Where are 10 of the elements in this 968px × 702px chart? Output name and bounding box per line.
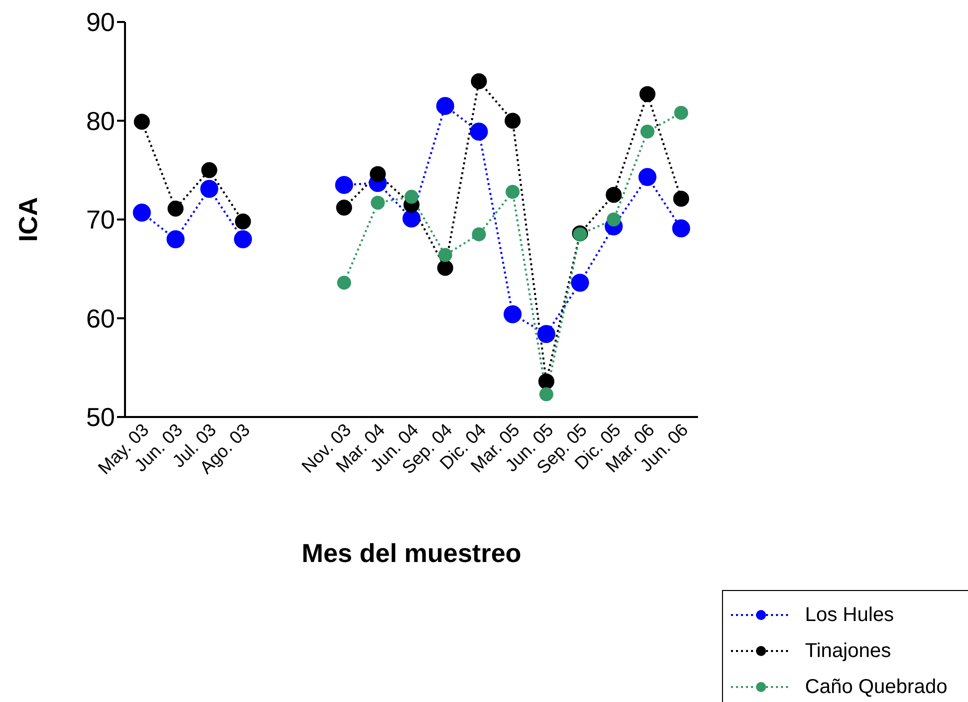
legend-label: Tinajones bbox=[805, 640, 891, 662]
y-tick-label: 60 bbox=[86, 303, 115, 334]
y-tick-label: 70 bbox=[86, 204, 115, 235]
y-axis-title: ICA bbox=[13, 196, 44, 242]
y-tick-label: 50 bbox=[86, 402, 115, 432]
y-tick-label: 80 bbox=[86, 106, 115, 136]
y-tick-label: 90 bbox=[86, 7, 115, 38]
x-axis-title: Mes del muestreo bbox=[302, 538, 522, 568]
legend-label: Caño Quebrado bbox=[805, 676, 948, 698]
legend-label: Los Hules bbox=[805, 604, 894, 626]
